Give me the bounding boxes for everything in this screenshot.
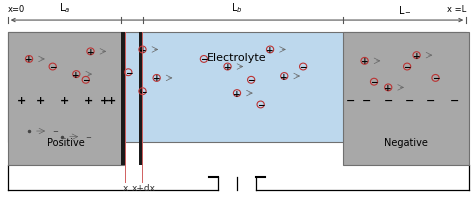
Text: −: − [403,63,411,72]
Text: +: + [87,48,94,57]
Text: −: − [85,134,91,140]
Text: L$_a$: L$_a$ [59,2,70,15]
Text: +: + [107,95,117,105]
Text: −: − [426,95,436,105]
Text: +: + [25,55,33,64]
Text: −: − [49,63,56,72]
Text: Positive: Positive [47,138,84,148]
Text: −: − [82,76,90,85]
Text: +: + [413,51,420,60]
Text: −: − [450,95,459,105]
Text: +: + [139,46,146,55]
Text: −: − [383,95,393,105]
Text: +: + [60,95,69,105]
Text: −: − [247,76,255,85]
Text: −: − [125,68,132,77]
Text: +: + [233,89,241,98]
Bar [343,33,469,165]
Text: Electrolyte: Electrolyte [207,52,267,62]
Text: +: + [100,95,109,105]
Text: −: − [362,95,372,105]
Text: −: − [200,55,208,64]
Text: x+dx: x+dx [132,183,156,192]
Text: −: − [405,95,414,105]
Text: x=0: x=0 [8,5,25,14]
Bar [121,33,126,165]
Text: −: − [52,128,58,134]
Bar [8,33,124,165]
Bar [139,33,144,165]
Text: Negative: Negative [384,138,428,148]
Text: +: + [361,57,368,66]
Text: +: + [83,95,93,105]
Text: x =L: x =L [447,5,466,14]
Text: +: + [36,95,46,105]
Text: −: − [139,87,146,96]
Text: +: + [281,72,288,81]
Text: +: + [153,74,161,83]
Text: +: + [384,83,392,92]
Text: L$_-$: L$_-$ [398,5,412,15]
Text: L$_b$: L$_b$ [231,2,243,15]
Text: −: − [370,78,378,87]
Text: +: + [73,70,80,79]
Text: +: + [266,46,274,55]
Text: −: − [346,95,355,105]
Text: +: + [18,95,27,105]
Text: x: x [122,183,128,192]
Text: −: − [300,63,307,72]
Bar [8,33,466,143]
Text: −: − [257,100,264,109]
Text: +: + [224,63,231,72]
Text: −: − [432,74,439,83]
